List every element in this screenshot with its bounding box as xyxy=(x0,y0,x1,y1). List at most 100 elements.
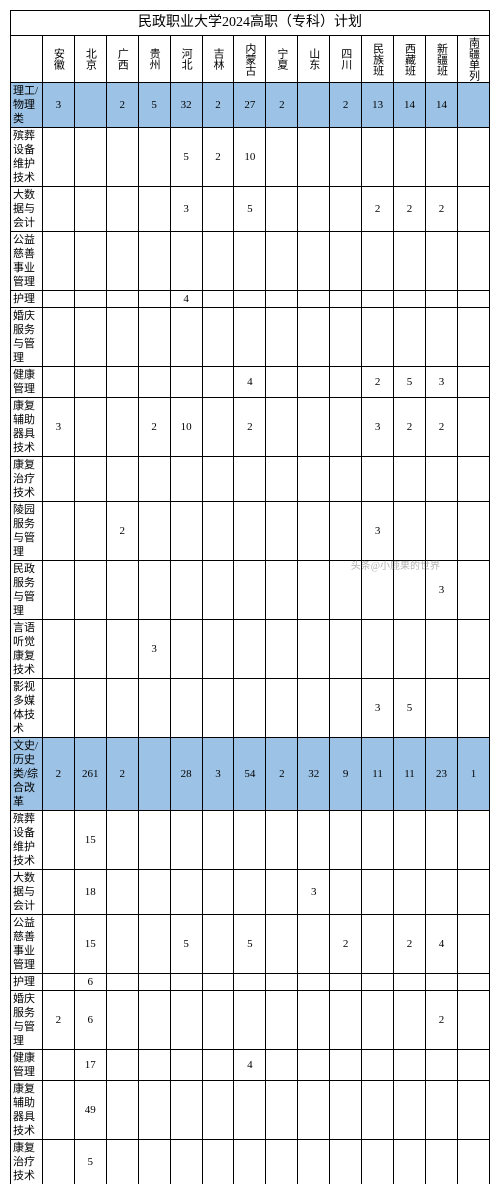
data-row: 健康管理4253 xyxy=(11,367,490,398)
cell xyxy=(394,1050,426,1081)
cell xyxy=(138,187,170,232)
cell: 6 xyxy=(74,974,106,991)
cell xyxy=(362,620,394,679)
cell xyxy=(330,187,362,232)
row-name: 康复治疗技术 xyxy=(11,1140,43,1184)
column-header-2: 广西 xyxy=(106,36,138,83)
row-name: 大数据与会计 xyxy=(11,187,43,232)
cell xyxy=(425,291,457,308)
row-name: 健康管理 xyxy=(11,1050,43,1081)
cell xyxy=(394,291,426,308)
data-row: 康复治疗技术 xyxy=(11,457,490,502)
cell xyxy=(170,367,202,398)
cell xyxy=(42,367,74,398)
cell: 3 xyxy=(362,502,394,561)
section-val-0-0: 3 xyxy=(42,83,74,128)
title-row: 民政职业大学2024高职（专科）计划 xyxy=(11,11,490,36)
cell xyxy=(457,991,489,1050)
cell xyxy=(138,128,170,187)
cell xyxy=(42,308,74,367)
column-header-1: 北京 xyxy=(74,36,106,83)
cell xyxy=(330,291,362,308)
header-blank xyxy=(11,36,43,83)
cell: 5 xyxy=(234,187,266,232)
cell: 5 xyxy=(74,1140,106,1184)
cell xyxy=(234,870,266,915)
column-header-12: 新疆班 xyxy=(425,36,457,83)
cell xyxy=(106,457,138,502)
row-name: 殡葬设备维护技术 xyxy=(11,811,43,870)
cell xyxy=(42,679,74,738)
cell xyxy=(106,620,138,679)
cell xyxy=(457,308,489,367)
cell xyxy=(74,291,106,308)
cell xyxy=(42,1050,74,1081)
header-row: 安徽北京广西贵州河北吉林内蒙古宁夏山东四川民族班西藏班新疆班南疆单列 xyxy=(11,36,490,83)
cell xyxy=(170,1050,202,1081)
cell xyxy=(266,128,298,187)
cell xyxy=(170,870,202,915)
cell xyxy=(106,561,138,620)
cell: 2 xyxy=(42,991,74,1050)
cell xyxy=(330,232,362,291)
cell xyxy=(74,128,106,187)
cell xyxy=(202,870,234,915)
cell: 10 xyxy=(234,128,266,187)
cell: 3 xyxy=(362,398,394,457)
cell xyxy=(234,974,266,991)
data-row: 言语听觉康复技术3 xyxy=(11,620,490,679)
cell xyxy=(457,457,489,502)
cell xyxy=(425,1140,457,1184)
cell xyxy=(394,308,426,367)
cell xyxy=(330,308,362,367)
cell: 3 xyxy=(425,561,457,620)
cell xyxy=(266,232,298,291)
cell: 4 xyxy=(234,367,266,398)
cell xyxy=(266,291,298,308)
section-name-1: 文史/历史类/综合改革 xyxy=(11,738,43,811)
enrollment-plan-table: 民政职业大学2024高职（专科）计划安徽北京广西贵州河北吉林内蒙古宁夏山东四川民… xyxy=(10,10,490,1184)
cell xyxy=(457,915,489,974)
cell xyxy=(457,1050,489,1081)
cell xyxy=(106,974,138,991)
cell xyxy=(425,457,457,502)
cell xyxy=(330,870,362,915)
cell xyxy=(457,502,489,561)
cell xyxy=(362,291,394,308)
cell xyxy=(266,1050,298,1081)
cell xyxy=(266,1140,298,1184)
cell xyxy=(170,679,202,738)
cell xyxy=(298,367,330,398)
cell xyxy=(298,502,330,561)
cell xyxy=(234,308,266,367)
cell xyxy=(362,991,394,1050)
cell xyxy=(330,1140,362,1184)
data-row: 康复辅助器具技术32102322 xyxy=(11,398,490,457)
cell xyxy=(266,457,298,502)
row-name: 民政服务与管理 xyxy=(11,561,43,620)
row-name: 陵园服务与管理 xyxy=(11,502,43,561)
cell xyxy=(457,291,489,308)
row-name: 公益慈善事业管理 xyxy=(11,915,43,974)
cell xyxy=(106,679,138,738)
cell xyxy=(330,561,362,620)
cell xyxy=(425,1050,457,1081)
cell: 5 xyxy=(394,679,426,738)
cell xyxy=(202,974,234,991)
cell: 17 xyxy=(74,1050,106,1081)
cell xyxy=(106,398,138,457)
column-header-7: 宁夏 xyxy=(266,36,298,83)
cell: 5 xyxy=(170,915,202,974)
cell: 3 xyxy=(425,367,457,398)
cell xyxy=(42,915,74,974)
cell xyxy=(330,502,362,561)
cell xyxy=(138,561,170,620)
section-val-1-12: 23 xyxy=(425,738,457,811)
cell xyxy=(202,561,234,620)
cell xyxy=(138,367,170,398)
column-header-13: 南疆单列 xyxy=(457,36,489,83)
cell xyxy=(266,811,298,870)
cell: 10 xyxy=(170,398,202,457)
cell xyxy=(42,561,74,620)
cell xyxy=(74,308,106,367)
